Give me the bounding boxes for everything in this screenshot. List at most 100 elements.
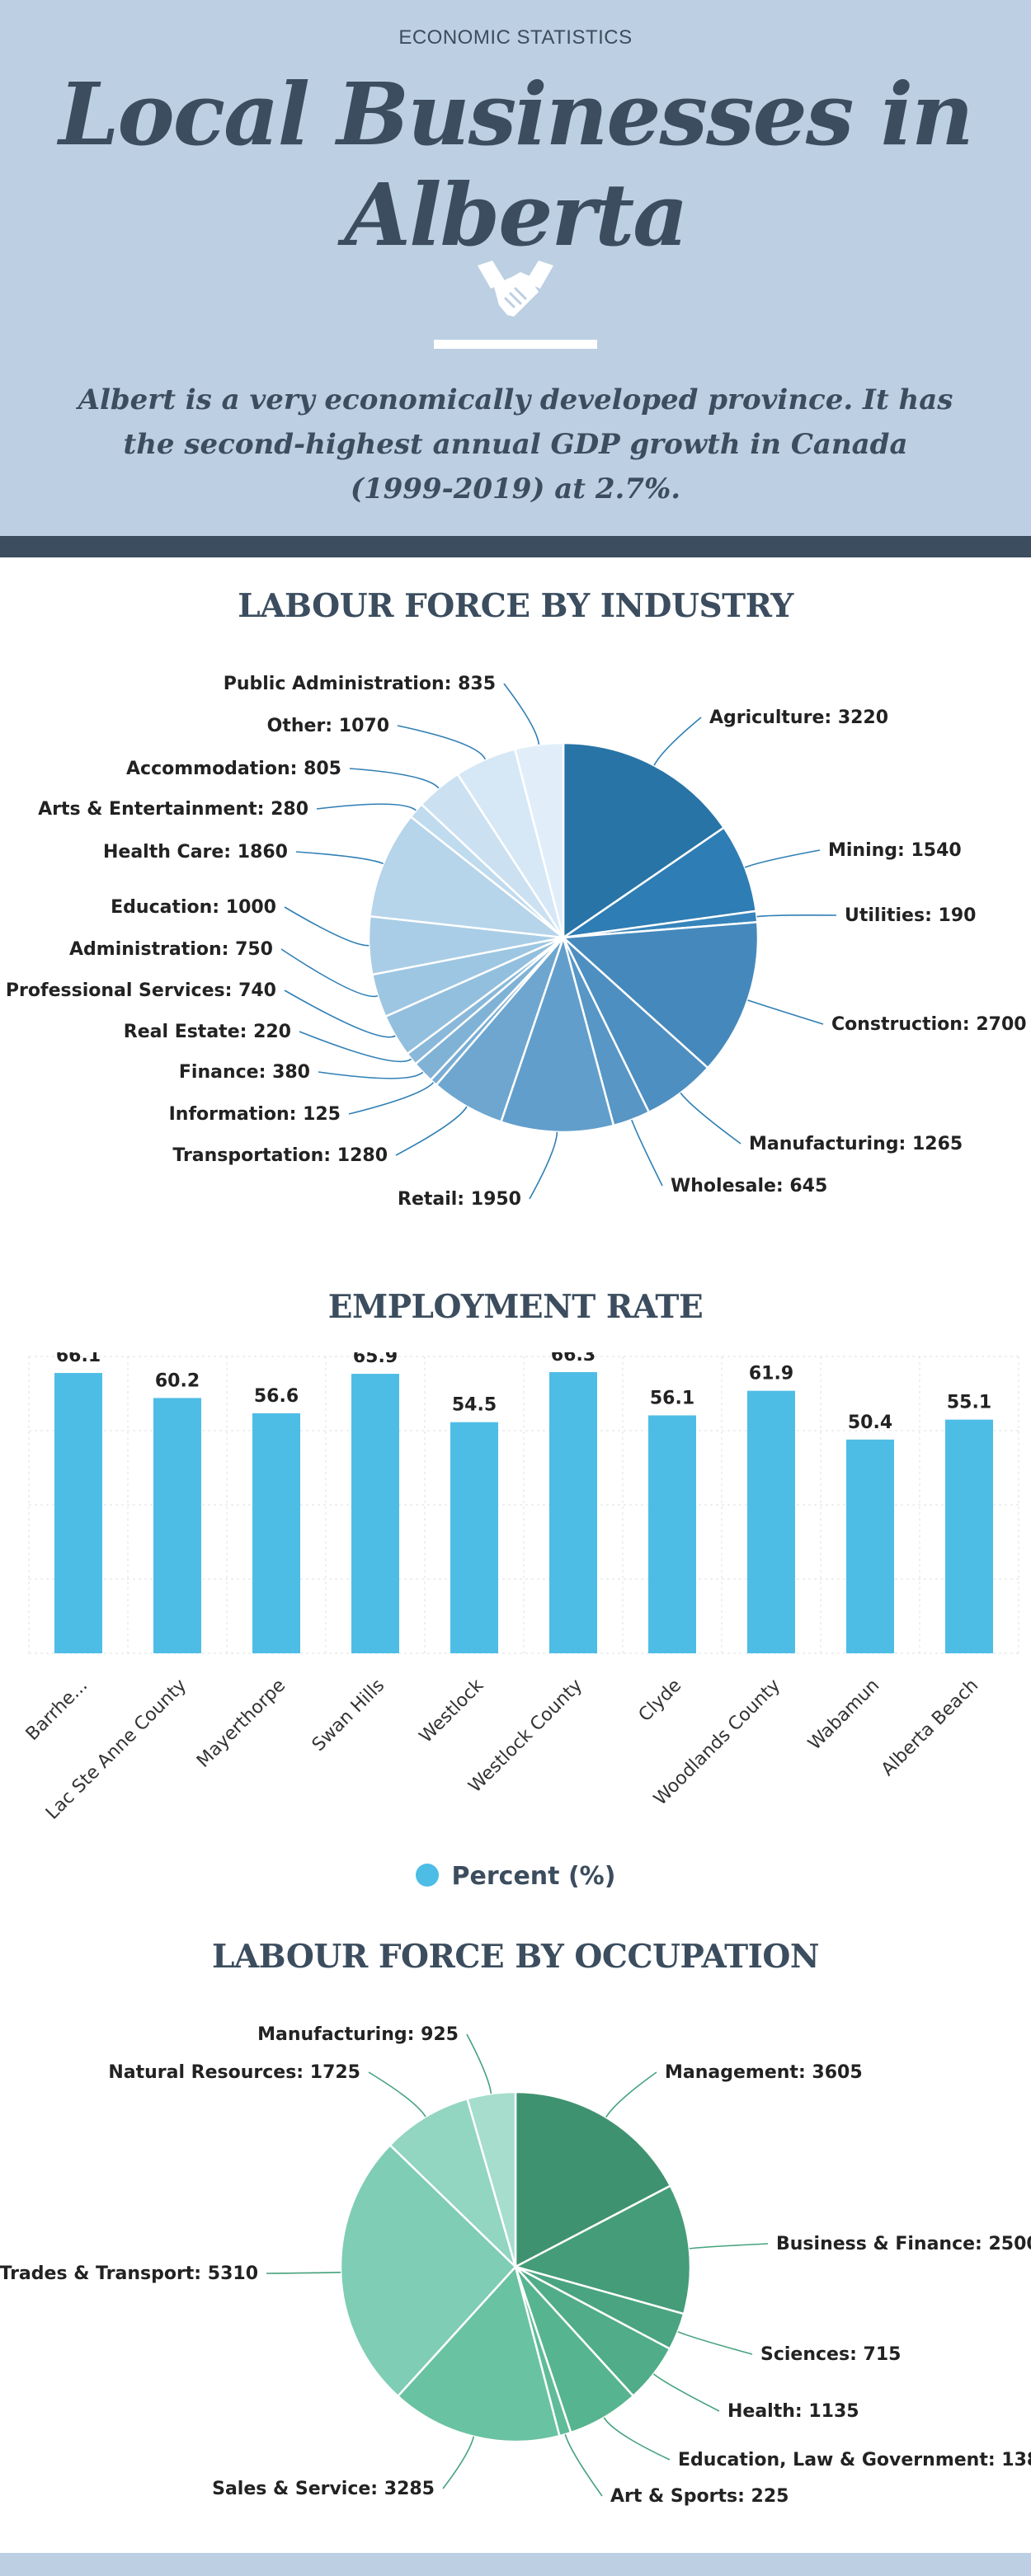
pie-slice-public-administration <box>513 741 565 938</box>
footer-band <box>0 2553 1031 2576</box>
bar-value-label: 54.5 <box>452 1395 497 1416</box>
pie-label-manufacturing: Manufacturing: 1265 <box>749 1134 963 1154</box>
pie-label-accommodation: Accommodation: 805 <box>126 759 341 779</box>
bar-wabamun <box>846 1439 894 1653</box>
bar-value-label: 50.4 <box>848 1413 892 1433</box>
leader-line-sales-service <box>442 2436 475 2489</box>
pie-label-wholesale: Wholesale: 645 <box>671 1176 827 1196</box>
bar-value-label: 61.9 <box>749 1364 793 1384</box>
leader-line-natural-resources <box>368 2071 426 2118</box>
bar-woodlands-county <box>747 1390 795 1653</box>
pie-label-arts-entertainment: Arts & Entertainment: 280 <box>38 799 308 820</box>
leader-line-education <box>284 906 370 947</box>
leader-line-accommodation <box>349 768 440 789</box>
pie-label-real-estate: Real Estate: 220 <box>124 1022 291 1042</box>
occupation-pie-chart: Management: 3605 Business & Finance: 2500… <box>0 2024 1031 2507</box>
x-tick-label: Westlock <box>416 1675 488 1747</box>
leader-line-mining <box>744 849 821 868</box>
pie-label-manufacturing: Manufacturing: 925 <box>257 2024 459 2045</box>
bar-value-label: 66.1 <box>56 1352 101 1366</box>
pie-label-sales-service: Sales & Service: 3285 <box>212 2479 435 2499</box>
pie-label-health: Health: 1135 <box>727 2401 859 2422</box>
employment-legend: Percent (%) <box>0 1862 1031 1891</box>
leader-line-other <box>397 725 487 760</box>
eyebrow-text: ECONOMIC STATISTICS <box>398 26 633 49</box>
x-tick-label: Swan Hills <box>308 1676 388 1756</box>
leader-line-construction <box>747 999 824 1025</box>
bar-westlock <box>450 1422 498 1653</box>
bar-value-label: 56.1 <box>650 1388 694 1408</box>
leader-line-health-care <box>295 851 384 865</box>
pie-label-information: Information: 125 <box>169 1104 341 1125</box>
handshake-icon <box>478 261 553 317</box>
bar-westlock-county <box>549 1372 597 1653</box>
leader-line-utilities <box>756 914 837 918</box>
x-tick-label: Wabamun <box>804 1676 883 1755</box>
pie-label-trades-transport: Trades & Transport: 5310 <box>0 2263 258 2284</box>
page-title: Local Businesses in Alberta <box>0 64 1031 266</box>
pie-label-natural-resources: Natural Resources: 1725 <box>108 2062 360 2083</box>
pie-slice-manufacturing <box>465 2090 517 2268</box>
x-tick-label: Mayerthorpe <box>193 1676 290 1772</box>
bar-clyde <box>648 1415 696 1653</box>
pie-slice-retail <box>499 933 615 1134</box>
pie-label-construction: Construction: 2700 <box>831 1014 1027 1035</box>
pie-label-sciences: Sciences: 715 <box>760 2344 901 2365</box>
bar-value-label: 65.9 <box>353 1352 398 1367</box>
pie-label-administration: Administration: 750 <box>69 939 273 960</box>
pie-label-business-finance: Business & Finance: 2500 <box>776 2234 1031 2254</box>
leader-line-manufacturing <box>466 2033 492 2094</box>
pie-slice-trades-transport <box>339 2143 517 2398</box>
leader-line-wholesale <box>631 1119 663 1187</box>
pie-label-finance: Finance: 380 <box>179 1062 310 1083</box>
page-title-line-1: Local Businesses in <box>59 63 973 165</box>
leader-line-manufacturing <box>680 1092 741 1145</box>
pie-label-agriculture: Agriculture: 3220 <box>709 707 888 728</box>
x-tick-label: Barrhe... <box>22 1676 92 1745</box>
pie-label-professional-services: Professional Services: 740 <box>6 980 276 1001</box>
x-tick-label: Clyde <box>635 1676 686 1727</box>
leader-line-sciences <box>677 2331 753 2355</box>
hero-header <box>0 0 1031 536</box>
pie-label-art-sports: Art & Sports: 225 <box>610 2486 789 2507</box>
pie-label-health-care: Health Care: 1860 <box>103 842 288 863</box>
industry-chart-title: LABOUR FORCE BY INDUSTRY <box>238 587 793 625</box>
leader-line-real-estate <box>299 1031 412 1063</box>
bar-barrhe <box>54 1373 102 1653</box>
leader-line-public-administration <box>503 683 540 745</box>
pie-label-public-administration: Public Administration: 835 <box>224 674 496 694</box>
leader-line-finance <box>318 1071 424 1079</box>
pie-label-mining: Mining: 1540 <box>828 840 962 861</box>
legend-label: Percent (%) <box>451 1862 616 1891</box>
pie-slice-health-care <box>369 815 567 939</box>
leader-line-arts-entertainment <box>316 803 417 811</box>
leader-line-transportation <box>395 1106 468 1156</box>
pie-label-other: Other: 1070 <box>267 716 389 736</box>
pie-label-education-law-government: Education, Law & Government: 1380 <box>678 2450 1031 2470</box>
pie-label-utilities: Utilities: 190 <box>845 905 976 926</box>
industry-pie-chart: Agriculture: 3220 Mining: 1540 Utilities: … <box>6 674 1027 1210</box>
x-tick-label: Alberta Beach <box>878 1676 982 1780</box>
bar-alberta-beach <box>945 1419 993 1653</box>
pie-slice-construction <box>561 920 760 1069</box>
legend-swatch <box>415 1864 439 1887</box>
pie-label-education: Education: 1000 <box>111 897 276 918</box>
section-divider-band <box>0 536 1031 557</box>
hero-description: Albert is a very economically developed … <box>78 383 953 505</box>
pie-label-transportation: Transportation: 1280 <box>172 1145 388 1166</box>
bar-mayerthorpe <box>252 1413 300 1653</box>
leader-line-education-law-government <box>603 2417 671 2461</box>
bar-swan-hills <box>351 1374 399 1653</box>
bar-value-label: 66.3 <box>551 1352 596 1366</box>
bar-value-label: 55.1 <box>947 1393 991 1413</box>
bar-value-label: 60.2 <box>155 1370 200 1391</box>
leader-line-professional-services <box>284 990 396 1038</box>
pie-slice-agriculture <box>562 741 726 940</box>
page-title-line-2: Alberta <box>344 164 688 266</box>
leader-line-business-finance <box>689 2243 769 2249</box>
leader-line-information <box>348 1082 435 1115</box>
leader-line-retail <box>529 1131 558 1200</box>
hero-divider <box>434 340 597 349</box>
pie-slice-mining <box>563 825 758 939</box>
